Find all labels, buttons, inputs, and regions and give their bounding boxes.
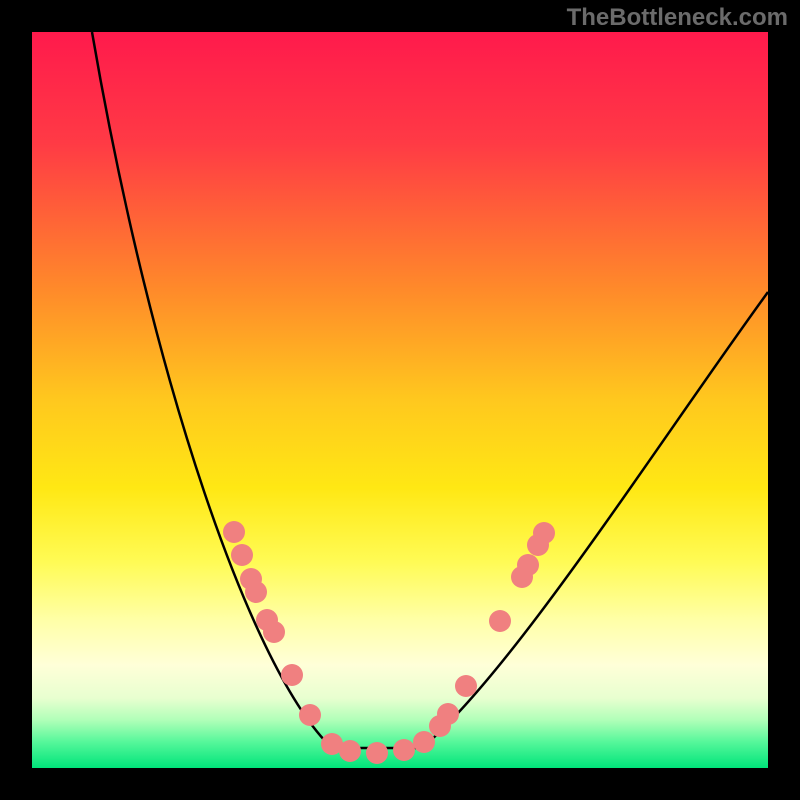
marker-point: [281, 664, 303, 686]
marker-point: [366, 742, 388, 764]
marker-point: [393, 739, 415, 761]
marker-point: [517, 554, 539, 576]
marker-point: [413, 731, 435, 753]
marker-point: [231, 544, 253, 566]
marker-point: [263, 621, 285, 643]
marker-point: [299, 704, 321, 726]
plot-background-gradient: [32, 32, 768, 768]
marker-point: [489, 610, 511, 632]
watermark-text: TheBottleneck.com: [567, 4, 788, 32]
marker-point: [455, 675, 477, 697]
bottleneck-chart: [0, 0, 800, 800]
marker-point: [339, 740, 361, 762]
marker-point: [245, 581, 267, 603]
marker-point: [533, 522, 555, 544]
marker-point: [223, 521, 245, 543]
marker-point: [437, 703, 459, 725]
